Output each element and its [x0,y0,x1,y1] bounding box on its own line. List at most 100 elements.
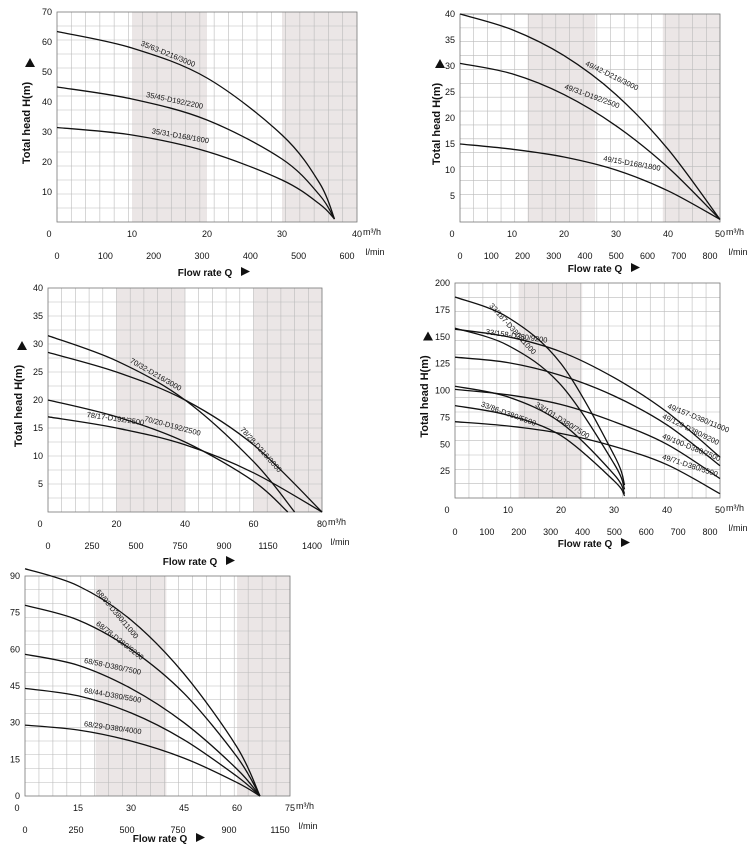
shaded-band-2 [282,12,357,222]
lpm-tick-label: 200 [511,527,526,537]
lpm-tick-label: 500 [128,541,143,551]
y-tick-label: 30 [33,339,43,349]
x-unit-bottom: l/min [728,523,747,533]
curve-49/71-D380/5500 [454,421,721,495]
x-tick-label: 10 [507,229,517,239]
y-tick-label: 15 [445,139,455,149]
curve-49/15-D168/1800 [459,143,721,220]
x-unit-top: m³/h [363,227,381,237]
lpm-tick-label: 500 [609,251,624,261]
lpm-tick-label: 500 [291,251,306,261]
y-axis-arrow-icon [17,341,27,350]
plot-frame [454,282,721,499]
lpm-tick-label: 1150 [270,825,289,835]
curve-68/93-D380/11000 [24,568,261,797]
y-tick-label: 150 [435,332,450,342]
lpm-tick-label: 600 [639,527,654,537]
y-tick-label: 25 [440,466,450,476]
curve-49/42-D216/3000 [459,13,721,220]
lpm-tick-label: 750 [170,825,185,835]
y-tick-label: 30 [42,127,52,137]
curve-label: 49/15-D168/1800 [603,154,662,173]
lpm-tick-label: 0 [452,527,457,537]
lpm-tick-label: 900 [221,825,236,835]
x-tick-label: 60 [232,803,242,813]
curve-68/58-D380/7500 [24,653,261,797]
curve-33/187-D380/11000 [454,296,626,486]
plot-frame [459,13,721,223]
y-tick-label: 25 [445,87,455,97]
curve-49/100-D380/7500 [454,388,721,480]
lpm-tick-label: 400 [243,251,258,261]
x-tick-label: 40 [352,229,362,239]
y-axis-arrow-icon [435,59,445,68]
x-axis-arrow-icon [631,263,640,272]
x-tick-label: 30 [609,505,619,515]
y-tick-label: 0 [15,791,20,801]
y-tick-label: 35 [33,311,43,321]
y-tick-label: 20 [33,395,43,405]
x-tick-label: 40 [663,229,673,239]
y-axis-title: Total head H(m) [431,83,443,166]
y-tick-label: 20 [445,113,455,123]
y-tick-label: 10 [33,451,43,461]
lpm-tick-label: 0 [45,541,50,551]
x-axis-title: Flow rate Q [558,539,613,550]
y-tick-label: 75 [10,608,20,618]
y-tick-label: 5 [450,191,455,201]
lpm-tick-label: 300 [546,251,561,261]
x-axis-title: Flow rate Q [163,557,218,568]
x-axis-arrow-icon [621,538,630,547]
x-tick-label: 15 [73,803,83,813]
lpm-tick-label: 100 [479,527,494,537]
y-tick-label: 175 [435,305,450,315]
y-axis-arrow-icon [25,58,35,67]
pump-chart-3: 5 10 15 20 25 30 35 40 0 20 40 60 80 m³/h 0 250 500 750 90… [13,283,350,568]
lpm-tick-label: 200 [146,251,161,261]
x-tick-label: 0 [37,519,42,529]
shaded-band-1 [518,283,583,498]
y-tick-label: 75 [440,412,450,422]
curve-33/86-D380/5500 [454,404,626,497]
lpm-tick-label: 1400 [302,541,322,551]
x-tick-label: 20 [202,229,212,239]
y-tick-label: 50 [42,67,52,77]
lpm-tick-label: 250 [84,541,99,551]
lpm-tick-label: 800 [702,251,717,261]
y-tick-label: 125 [435,359,450,369]
x-tick-label: 75 [285,803,295,813]
lpm-tick-label: 400 [575,527,590,537]
y-tick-label: 20 [42,157,52,167]
x-unit-bottom: l/min [298,821,317,831]
y-tick-label: 35 [445,35,455,45]
y-tick-label: 5 [38,479,43,489]
x-tick-label: 0 [444,505,449,515]
lpm-tick-label: 900 [216,541,231,551]
y-tick-label: 40 [33,283,43,293]
x-tick-label: 0 [449,229,454,239]
y-tick-label: 15 [33,423,43,433]
y-axis-title: Total head H(m) [419,355,431,438]
y-tick-label: 50 [440,439,450,449]
lpm-tick-label: 0 [457,251,462,261]
lpm-tick-label: 250 [68,825,83,835]
plot-frame [24,575,291,797]
x-unit-top: m³/h [726,503,744,513]
x-tick-label: 45 [179,803,189,813]
lpm-tick-label: 600 [339,251,354,261]
x-axis-title: Flow rate Q [568,264,623,275]
lpm-tick-label: 100 [484,251,499,261]
x-tick-label: 80 [317,519,327,529]
lpm-tick-label: 750 [172,541,187,551]
y-tick-label: 70 [42,7,52,17]
lpm-tick-label: 100 [98,251,113,261]
curve-35/31-D168/1800 [56,126,335,220]
x-unit-bottom: l/min [330,537,349,547]
curve-68/29-D380/4000 [24,724,261,797]
x-axis-arrow-icon [226,556,235,565]
lpm-tick-label: 500 [607,527,622,537]
x-tick-label: 20 [111,519,121,529]
